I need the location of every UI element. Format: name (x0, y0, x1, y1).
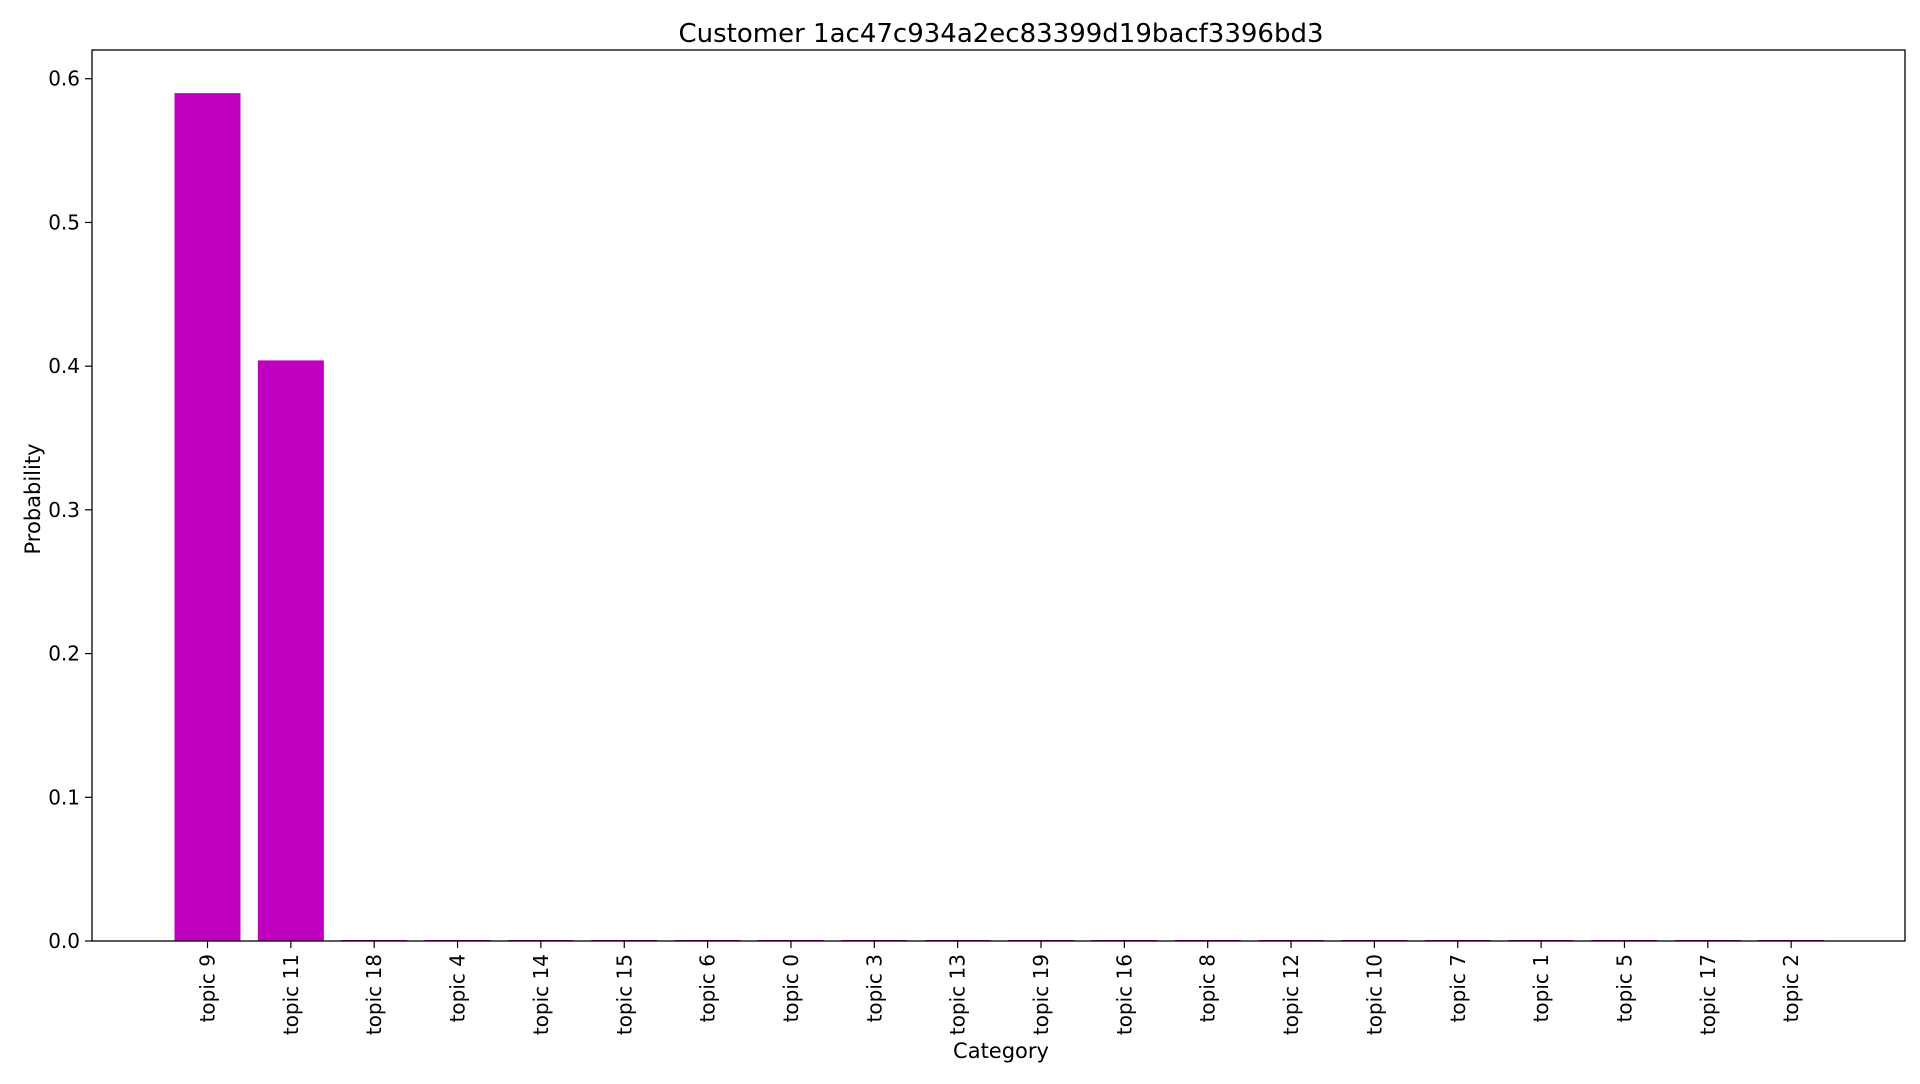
x-tick-label: topic 10 (1362, 954, 1386, 1035)
x-tick-label: topic 19 (1029, 954, 1053, 1035)
y-tick-label: 0.4 (48, 354, 80, 378)
x-tick-label: topic 15 (612, 954, 636, 1035)
y-tick-label: 0.2 (48, 642, 80, 666)
x-tick-label: topic 12 (1279, 954, 1303, 1035)
y-tick-label: 0.3 (48, 498, 80, 522)
x-tick-label: topic 8 (1196, 954, 1220, 1022)
x-tick-label: topic 0 (779, 954, 803, 1022)
plot-frame (91, 49, 1906, 942)
x-tick-label: topic 7 (1446, 954, 1470, 1022)
y-axis: 0.0 0.1 0.2 0.3 0.4 0.5 0.6 (48, 67, 92, 953)
y-tick-label: 0.6 (48, 67, 80, 91)
x-tick-label: topic 1 (1529, 954, 1553, 1022)
x-tick-label: topic 16 (1112, 954, 1136, 1035)
chart-title: Customer 1ac47c934a2ec83399d19bacf3396bd… (679, 19, 1324, 49)
y-tick-label: 0.5 (48, 210, 80, 234)
bar (257, 360, 324, 941)
x-tick-label: topic 2 (1779, 954, 1803, 1022)
x-tick-label: topic 14 (529, 954, 553, 1035)
y-tick-label: 0.0 (48, 929, 80, 953)
x-tick-label: topic 18 (362, 954, 386, 1035)
y-tick-label: 0.1 (48, 785, 80, 809)
bar (174, 93, 241, 942)
x-tick-label: topic 6 (696, 954, 720, 1022)
x-tick-label: topic 11 (279, 954, 303, 1035)
x-tick-label: topic 4 (446, 954, 470, 1022)
x-tick-label: topic 17 (1696, 954, 1720, 1035)
x-axis-label: Category (953, 1039, 1049, 1063)
x-tick-label: topic 13 (946, 954, 970, 1035)
x-tick-label: topic 5 (1612, 954, 1636, 1022)
y-axis-label: Probability (21, 443, 45, 554)
x-tick-label: topic 3 (862, 954, 886, 1022)
x-axis: topic 9 topic 11 topic 18 topic 4 topic 14 to… (196, 941, 1803, 1035)
x-tick-label: topic 9 (196, 954, 220, 1022)
